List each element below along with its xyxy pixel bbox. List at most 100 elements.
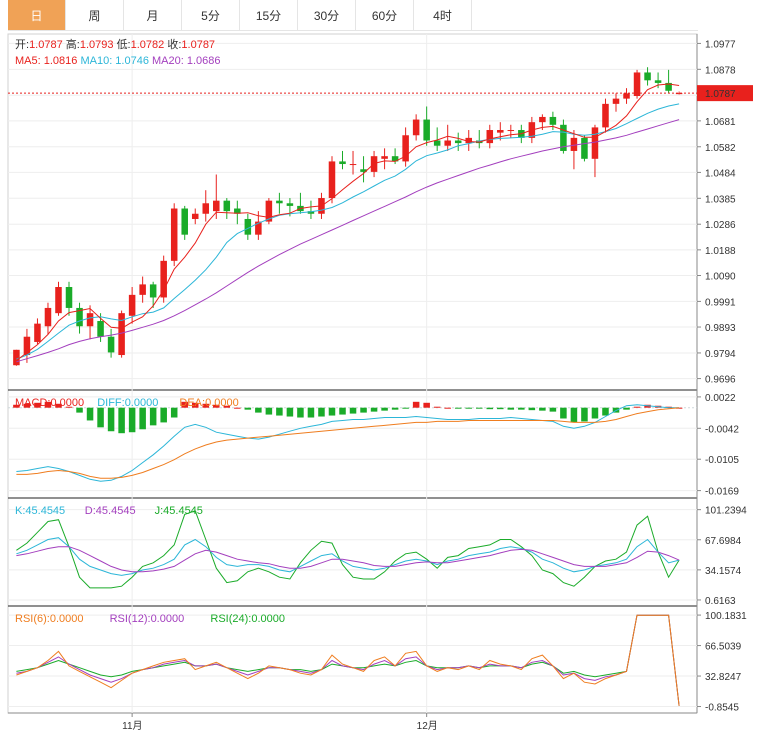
legend-value: 45.4545	[96, 505, 136, 517]
ohlc-label: 高:	[66, 37, 80, 51]
candle-body	[633, 72, 641, 97]
legend-value: 0.0000	[205, 397, 239, 409]
macd-bar	[497, 407, 504, 410]
legend-value: 0.0000	[50, 613, 84, 625]
candle-body	[644, 72, 651, 81]
y-tick-label: 0.0022	[705, 393, 736, 404]
y-tick-label: 0.9696	[705, 375, 736, 386]
macd-bar	[255, 407, 262, 413]
diff-line	[16, 404, 680, 482]
period-tabs: 日 周 月 5分 15分 30分 60分 4时	[8, 0, 698, 31]
legend-macd-1: DIFF:0.0000	[97, 397, 158, 409]
y-tick-label: -0.0042	[705, 424, 739, 435]
y-tick-label: 100.1831	[705, 611, 747, 622]
candle-body	[118, 313, 125, 356]
y-tick-label: -0.0169	[705, 487, 739, 498]
candle-body	[549, 116, 557, 125]
macd-bar	[402, 407, 409, 409]
tab-4hour[interactable]: 4时	[414, 0, 472, 30]
macd-bar	[318, 407, 325, 417]
candle-body	[591, 127, 599, 159]
candle-body	[444, 140, 451, 146]
macd-bar	[560, 407, 567, 419]
macd-bar	[23, 403, 31, 408]
y-tick-label: 101.2394	[705, 506, 747, 517]
legend-label: K:	[15, 505, 25, 517]
y-tick-label: 1.0286	[705, 220, 736, 231]
macd-bar	[139, 407, 146, 430]
y-tick-label: 1.0977	[705, 39, 736, 50]
tab-60min[interactable]: 60分	[356, 0, 414, 30]
candle-body	[486, 130, 494, 144]
macd-bar	[486, 407, 494, 410]
macd-bar	[276, 407, 283, 416]
y-tick-label: 1.0385	[705, 194, 736, 205]
dea-line	[16, 407, 680, 479]
macd-bar	[539, 407, 546, 411]
candle-body	[97, 321, 104, 337]
candle-body	[654, 80, 662, 83]
macd-bar	[55, 403, 62, 408]
macd-bar	[444, 407, 451, 409]
macd-bar	[97, 407, 104, 428]
y-tick-label: 32.8247	[705, 672, 742, 683]
candle-body	[23, 336, 31, 356]
candle-body	[149, 284, 157, 298]
candle-body	[244, 218, 252, 235]
ohlc-value: 1.0782	[131, 39, 165, 51]
legend-label: MACD:	[15, 397, 50, 409]
macd-bar	[213, 404, 220, 408]
legend-label: DEA:	[179, 397, 205, 409]
macd-bar	[328, 407, 336, 416]
ohlc-value: 1.0793	[80, 39, 114, 51]
y-tick-label: -0.0105	[705, 455, 739, 466]
candle-body	[560, 124, 567, 151]
legend-value: 0.0000	[50, 397, 84, 409]
macd-bar	[160, 407, 167, 423]
macd-bar	[128, 407, 136, 433]
macd-bar	[581, 407, 588, 422]
macd-bar	[307, 407, 315, 418]
candle-body	[454, 140, 462, 144]
ma-legend-value: 1.0686	[184, 55, 221, 67]
y-tick-label: 1.0484	[705, 168, 736, 179]
tab-day[interactable]: 日	[8, 0, 66, 30]
candle-body	[465, 137, 472, 144]
j-line	[16, 510, 680, 589]
rsi12-line	[16, 614, 680, 706]
candle-body	[255, 221, 262, 235]
candle-body	[675, 93, 683, 95]
tab-week[interactable]: 周	[66, 0, 124, 30]
candle-body	[128, 294, 136, 316]
macd-bar	[191, 402, 199, 408]
legend-macd-0: MACD:0.0000	[15, 397, 84, 409]
ma10-line	[16, 103, 680, 360]
candle-body	[107, 336, 115, 353]
y-tick-label: 0.9794	[705, 349, 736, 360]
tab-15min[interactable]: 15分	[240, 0, 298, 30]
ohlc-value: 1.0787	[29, 39, 63, 51]
candle-body	[339, 161, 346, 165]
legend-value: 0.0000	[251, 613, 285, 625]
ma-legend: MA5: 1.0816 MA10: 1.0746 MA20: 1.0686	[15, 55, 221, 67]
candle-body	[602, 103, 609, 128]
ohlc-value: 1.0787	[181, 39, 215, 51]
candle-body	[234, 208, 241, 214]
legend-rsi-0: RSI(6):0.0000	[15, 613, 84, 625]
candle-body	[181, 208, 188, 235]
legend-label: DIFF:	[97, 397, 125, 409]
candle-body	[412, 119, 420, 136]
macd-bar	[265, 407, 273, 415]
tab-month[interactable]: 月	[124, 0, 182, 30]
candle-body	[191, 213, 199, 219]
ma-legend-value: 1.0816	[41, 55, 78, 67]
legend-kdj-0: K:45.4545	[15, 505, 65, 517]
tab-5min[interactable]: 5分	[182, 0, 240, 30]
macd-bar	[644, 404, 651, 408]
macd-bar	[423, 402, 430, 408]
candle-body	[381, 156, 388, 159]
candle-body	[402, 135, 409, 162]
tab-30min[interactable]: 30分	[298, 0, 356, 30]
y-tick-label: 0.9991	[705, 297, 736, 308]
